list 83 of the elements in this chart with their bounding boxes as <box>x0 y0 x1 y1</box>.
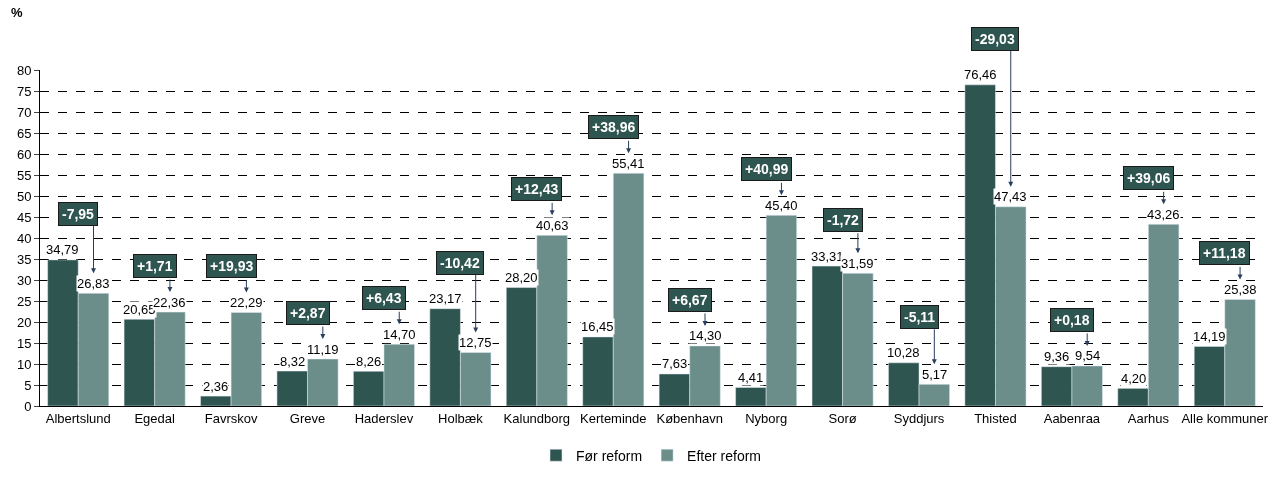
data-label: 16,45 <box>581 319 614 334</box>
data-label: 10,28 <box>887 345 920 360</box>
x-tick-label: Thisted <box>974 410 1017 426</box>
data-label: 28,20 <box>505 270 538 285</box>
annotation: +39,06 <box>1127 170 1171 186</box>
legend-label: Før reform <box>576 447 643 464</box>
annotation: +40,99 <box>745 161 789 177</box>
y-tick-label: 10 <box>16 356 32 372</box>
data-label: 76,46 <box>964 67 997 82</box>
y-tick-label: 50 <box>16 188 32 204</box>
x-tick-label: Aarhus <box>1127 410 1170 426</box>
data-label: 20,65 <box>123 302 156 317</box>
data-label: 26,83 <box>77 276 110 291</box>
y-tick-label: 0 <box>24 398 32 414</box>
data-label: 9,36 <box>1044 349 1070 364</box>
y-tick-label: 70 <box>16 104 32 120</box>
x-tick-label: Albertslund <box>45 410 111 426</box>
data-label: 34,79 <box>46 242 79 257</box>
annotation: -10,42 <box>440 255 480 271</box>
annotation: +2,87 <box>290 305 326 321</box>
annotation: +6,67 <box>672 292 708 308</box>
data-label: 5,17 <box>922 367 948 382</box>
data-label: 47,43 <box>994 189 1027 204</box>
annotation: -5,11 <box>904 309 936 325</box>
x-tick-label: Syddjurs <box>893 410 945 426</box>
data-label: 8,26 <box>356 354 382 369</box>
data-label: 45,40 <box>765 198 798 213</box>
y-tick-label: 60 <box>16 146 32 162</box>
x-tick-label: Kerteminde <box>580 410 647 426</box>
data-label: 14,70 <box>383 327 416 342</box>
annotation: +11,18 <box>1203 245 1246 261</box>
data-label: 22,36 <box>153 295 186 310</box>
y-tick-label: 65 <box>16 125 32 141</box>
annotation: +12,43 <box>515 181 559 197</box>
data-label: 14,30 <box>689 328 722 343</box>
y-tick-label: 20 <box>16 314 32 330</box>
data-label: 2,36 <box>203 379 229 394</box>
data-label: 25,38 <box>1224 282 1257 297</box>
annotation: +38,96 <box>592 119 636 135</box>
x-tick-label: Aabenraa <box>1043 410 1101 426</box>
x-tick-label: Egedal <box>134 410 176 426</box>
data-label: 40,63 <box>536 218 569 233</box>
y-tick-label: 25 <box>16 293 32 309</box>
x-tick-label: Holbæk <box>438 410 484 426</box>
x-tick-label: Greve <box>289 410 326 426</box>
y-tick-label: 80 <box>16 62 32 78</box>
annotation: +0,18 <box>1054 312 1090 328</box>
annotation: +1,71 <box>137 258 173 274</box>
y-tick-label: 35 <box>16 251 32 267</box>
data-label: 22,29 <box>230 295 263 310</box>
data-label: 8,32 <box>280 354 306 369</box>
data-label: 23,17 <box>429 291 462 306</box>
annotation: +19,93 <box>210 258 254 274</box>
text: -29,03 <box>975 31 1015 47</box>
y-axis-title: % <box>11 5 23 20</box>
y-tick-label: 5 <box>24 377 32 393</box>
data-label: 31,59 <box>841 256 874 271</box>
data-label: 43,26 <box>1147 207 1180 222</box>
data-label: 7,63 <box>662 356 688 371</box>
x-tick-label: Nyborg <box>745 410 788 426</box>
x-tick-label: Alle kommuner <box>1181 410 1269 426</box>
data-label: 14,19 <box>1193 329 1226 344</box>
x-tick-label: Haderslev <box>354 410 414 426</box>
x-tick-label: Sorø <box>828 410 857 426</box>
data-label: 9,54 <box>1075 348 1101 363</box>
y-tick-label: 30 <box>16 272 32 288</box>
annotation: -7,95 <box>62 206 95 222</box>
y-tick-label: 75 <box>16 83 32 99</box>
x-tick-label: København <box>656 410 723 426</box>
data-label: 12,75 <box>459 335 492 350</box>
y-tick-label: 55 <box>16 167 32 183</box>
annotation: +6,43 <box>366 290 402 306</box>
data-label: 4,20 <box>1121 371 1147 386</box>
x-tick-label: Favrskov <box>204 410 258 426</box>
y-tick-label: 45 <box>16 209 32 225</box>
y-tick-label: 40 <box>16 230 32 246</box>
data-label: 55,41 <box>612 156 645 171</box>
x-tick-label: Kalundborg <box>503 410 571 426</box>
annotation: -1,72 <box>827 212 860 228</box>
legend-label: Efter reform <box>687 447 762 464</box>
y-tick-label: 15 <box>16 335 32 351</box>
data-label: 11,19 <box>307 342 339 357</box>
data-label: 4,41 <box>738 370 764 385</box>
